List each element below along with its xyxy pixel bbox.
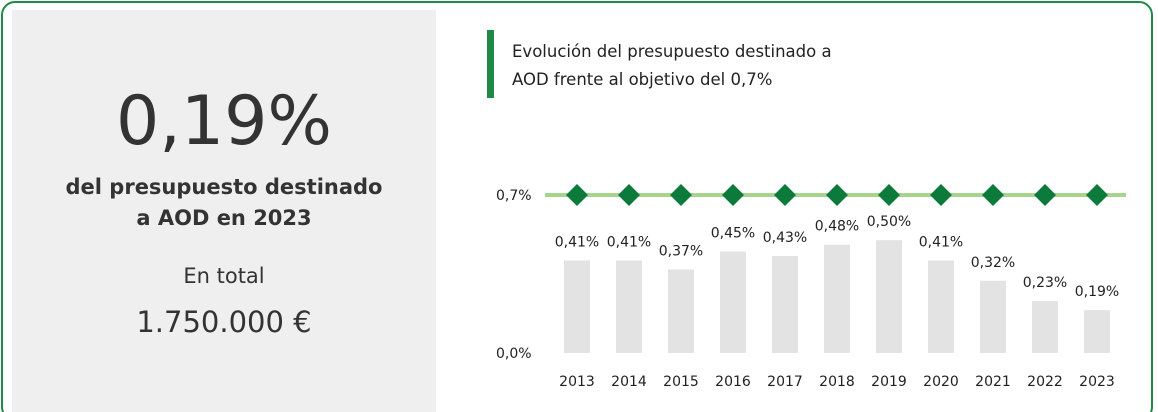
value-label: 0,41% xyxy=(919,234,963,250)
value-label: 0,43% xyxy=(763,230,807,246)
value-label: 0,50% xyxy=(867,214,911,230)
total-label: En total xyxy=(183,264,265,288)
x-tick-label: 2015 xyxy=(663,374,699,390)
x-tick-label: 2018 xyxy=(819,374,855,390)
chart-title: Evolución del presupuesto destinado a AO… xyxy=(512,42,832,89)
title-accent xyxy=(487,30,494,98)
target-marker xyxy=(982,184,1004,206)
target-marker xyxy=(566,184,588,206)
x-tick-label: 2016 xyxy=(715,374,751,390)
subtitle: del presupuesto destinado a AOD en 2023 xyxy=(65,175,383,230)
bar xyxy=(616,260,642,353)
target-marker xyxy=(670,184,692,206)
bar xyxy=(720,251,746,353)
value-label: 0,19% xyxy=(1075,284,1119,300)
value-label: 0,45% xyxy=(711,225,755,241)
x-tick-label: 2020 xyxy=(923,374,959,390)
bar xyxy=(772,255,798,353)
bar xyxy=(824,244,850,353)
x-tick-label: 2023 xyxy=(1079,374,1115,390)
x-tick-label: 2013 xyxy=(559,374,595,390)
headline: 0,19% xyxy=(115,82,333,161)
bar xyxy=(980,280,1006,353)
target-marker xyxy=(1086,184,1108,206)
value-label: 0,48% xyxy=(815,219,859,235)
value-label: 0,23% xyxy=(1023,275,1067,291)
value-label: 0,32% xyxy=(971,255,1015,271)
bar xyxy=(564,260,590,353)
y-tick-label: 0,0% xyxy=(496,346,532,362)
target-marker xyxy=(1034,184,1056,206)
x-tick-label: 2021 xyxy=(975,374,1011,390)
x-tick-label: 2022 xyxy=(1027,374,1063,390)
summary-panel: 0,19% del presupuesto destinado a AOD en… xyxy=(12,10,436,412)
value-label: 0,37% xyxy=(659,243,703,259)
value-label: 0,41% xyxy=(607,234,651,250)
target-marker xyxy=(826,184,848,206)
target-marker xyxy=(930,184,952,206)
x-tick-label: 2019 xyxy=(871,374,907,390)
target-marker xyxy=(774,184,796,206)
total-value: 1.750.000 € xyxy=(136,305,312,339)
value-label: 0,41% xyxy=(555,234,599,250)
x-tick-label: 2017 xyxy=(767,374,803,390)
x-tick-label: 2014 xyxy=(611,374,647,390)
bar xyxy=(1032,301,1058,353)
target-marker xyxy=(878,184,900,206)
bar xyxy=(668,269,694,353)
y-tick-label: 0,7% xyxy=(496,188,532,204)
target-marker xyxy=(618,184,640,206)
target-marker xyxy=(722,184,744,206)
bar xyxy=(876,240,902,353)
bar xyxy=(928,260,954,353)
bar xyxy=(1084,310,1110,353)
